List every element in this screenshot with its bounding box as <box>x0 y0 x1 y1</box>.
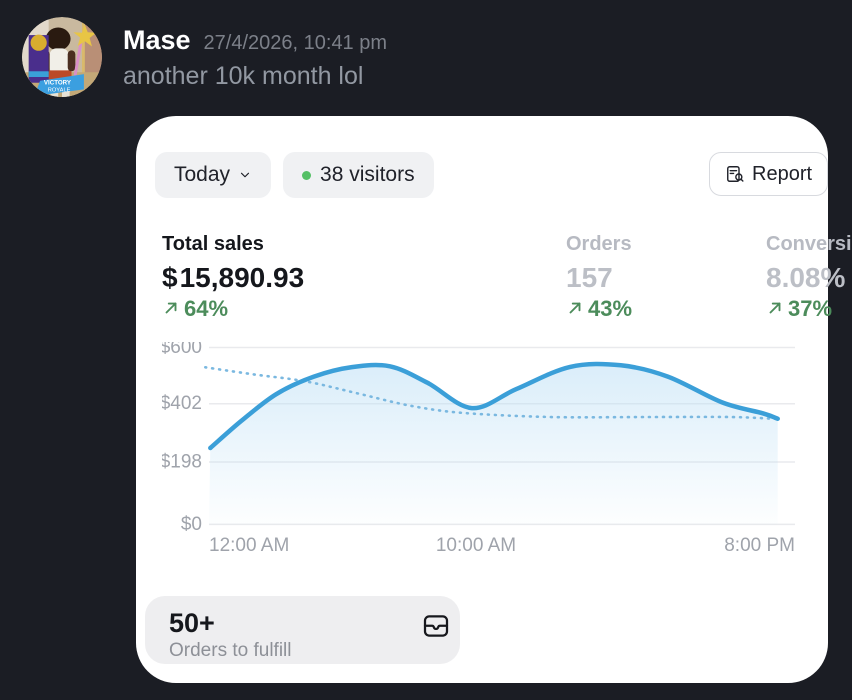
svg-text:8:00 PM: 8:00 PM <box>724 535 795 552</box>
svg-text:12:00 AM: 12:00 AM <box>209 535 289 552</box>
svg-text:$0: $0 <box>181 514 202 535</box>
svg-text:$600: $600 <box>162 342 202 358</box>
svg-text:VICTORY: VICTORY <box>44 80 72 87</box>
svg-text:10:00 AM: 10:00 AM <box>436 535 516 552</box>
svg-text:$198: $198 <box>162 452 202 473</box>
svg-text:$402: $402 <box>162 393 202 414</box>
svg-text:ROYALE: ROYALE <box>48 87 71 93</box>
